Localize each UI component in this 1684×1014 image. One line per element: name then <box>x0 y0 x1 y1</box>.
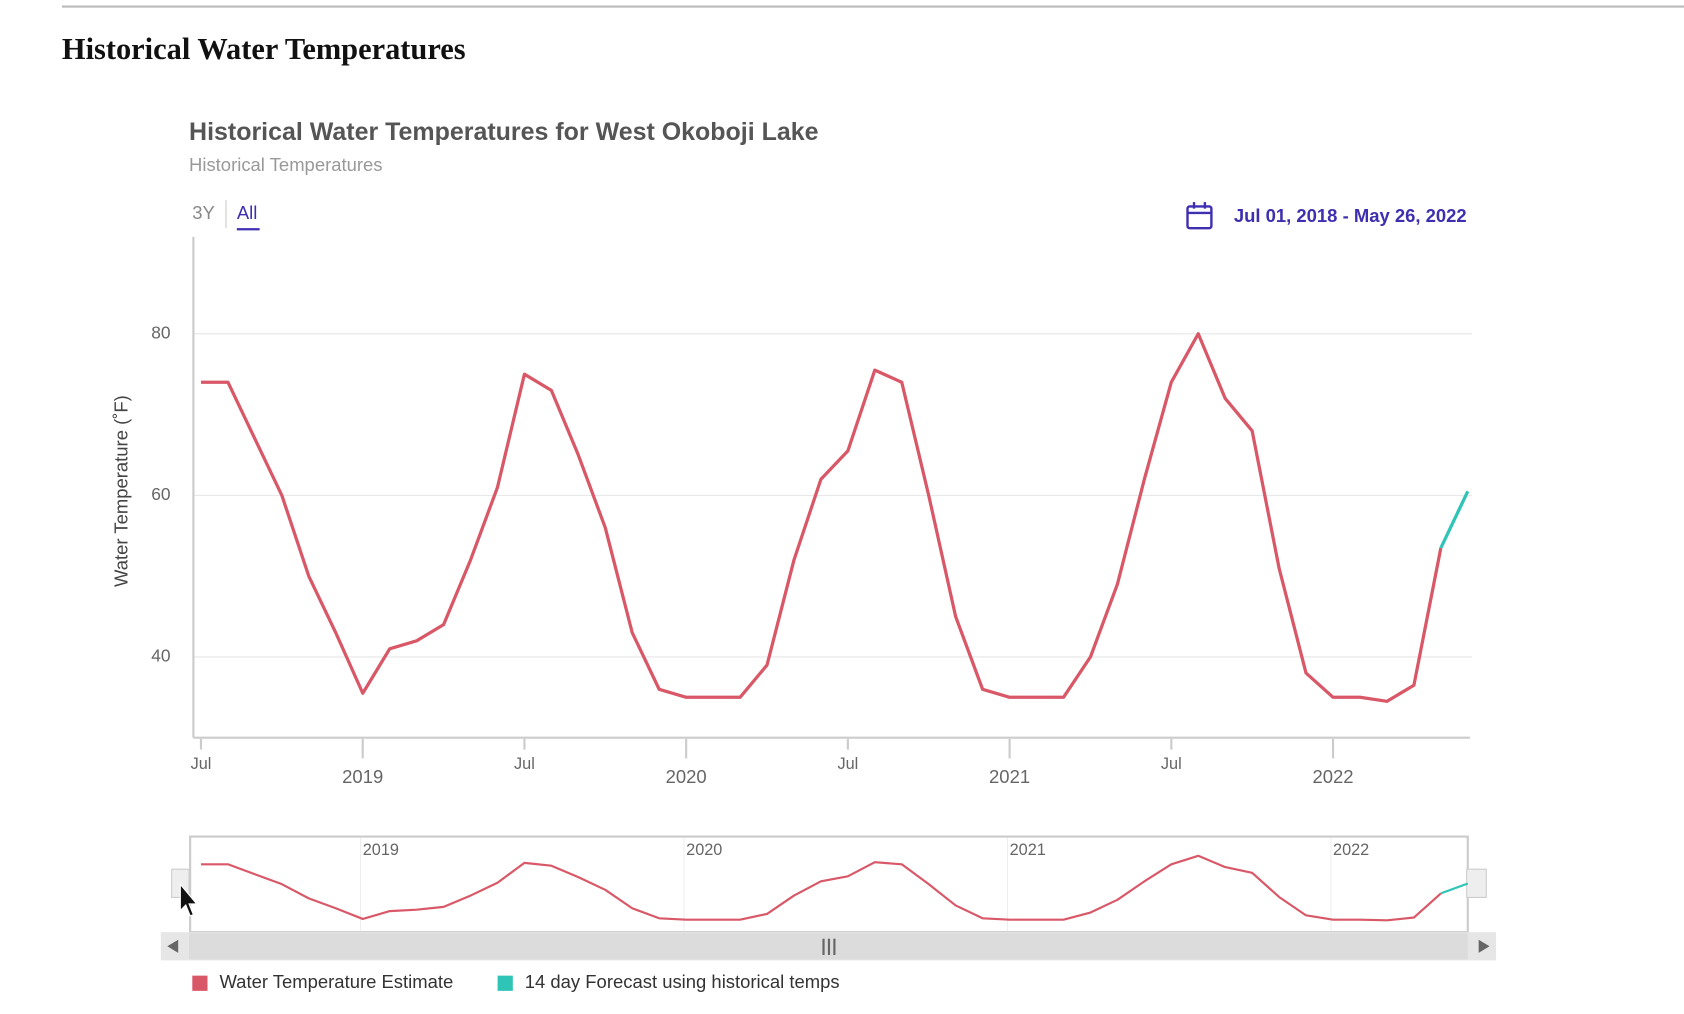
range-button[interactable]: All <box>237 202 258 223</box>
navigator-line <box>200 854 1442 922</box>
range-button[interactable]: 3Y <box>192 202 215 223</box>
x-tick-label: Jul <box>191 755 212 773</box>
x-tick-label: Jul <box>837 755 858 773</box>
series-line <box>200 332 1443 703</box>
scrollbar-grip <box>822 938 836 955</box>
navigator-line <box>1440 882 1469 895</box>
legend-label: Water Temperature Estimate <box>219 971 453 992</box>
scroll-left[interactable] <box>167 939 179 953</box>
x-tick-label: Jul <box>514 755 535 773</box>
legend-swatch <box>192 975 208 991</box>
chart-title: Historical Water Temperatures for West O… <box>189 118 819 146</box>
date-range[interactable]: Jul 01, 2018 - May 26, 2022 <box>1234 205 1467 226</box>
x-tick-label: 2021 <box>989 766 1030 787</box>
navigator-label: 2019 <box>363 841 399 859</box>
chart-subtitle: Historical Temperatures <box>189 154 382 175</box>
y-axis-label: Water Temperature (˚F) <box>111 395 132 587</box>
page-heading: Historical Water Temperatures <box>62 32 466 66</box>
y-tick-label: 60 <box>151 484 170 504</box>
navigator-label: 2020 <box>686 841 722 859</box>
x-tick-label: 2022 <box>1312 766 1353 787</box>
legend-label: 14 day Forecast using historical temps <box>525 971 840 992</box>
mouse-cursor <box>179 882 198 917</box>
y-tick-label: 40 <box>151 646 170 666</box>
legend-swatch <box>497 975 513 991</box>
navigator-handle[interactable] <box>1466 868 1487 898</box>
navigator-label: 2021 <box>1010 841 1046 859</box>
series-line <box>1439 490 1470 549</box>
x-tick-label: 2020 <box>666 766 707 787</box>
y-tick-label: 80 <box>151 322 170 342</box>
scroll-right[interactable] <box>1478 939 1490 953</box>
navigator-label: 2022 <box>1333 841 1369 859</box>
x-tick-label: 2019 <box>342 766 383 787</box>
calendar-icon[interactable] <box>1186 202 1213 230</box>
x-tick-label: Jul <box>1161 755 1182 773</box>
